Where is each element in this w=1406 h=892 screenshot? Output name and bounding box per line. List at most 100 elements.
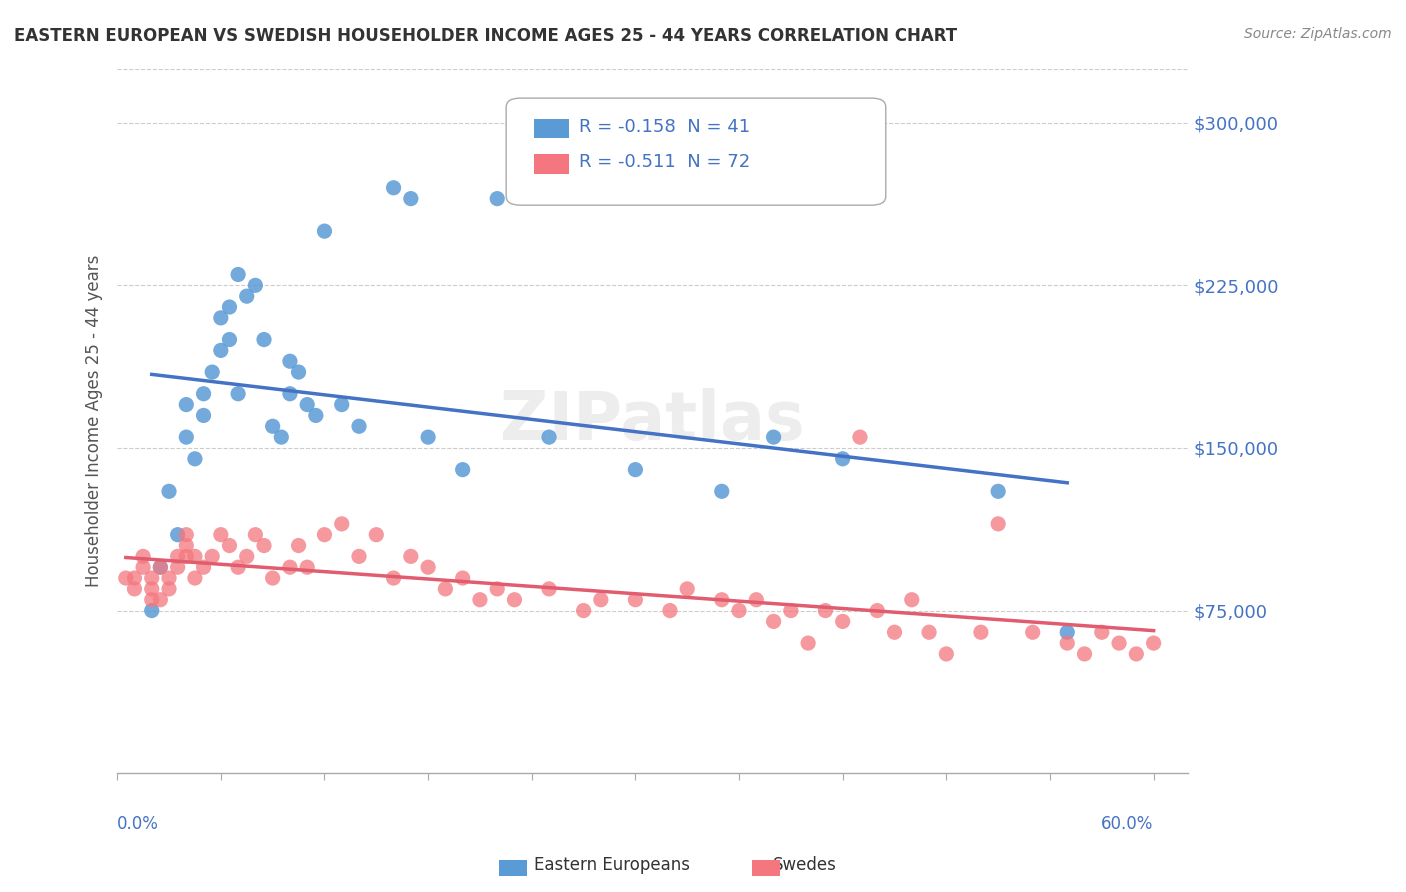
Point: [114, 571, 136, 585]
Point: [745, 592, 768, 607]
Text: Eastern Europeans: Eastern Europeans: [534, 856, 690, 874]
Point: [762, 615, 785, 629]
Point: [184, 571, 207, 585]
Point: [451, 571, 474, 585]
Point: [831, 615, 853, 629]
Point: [295, 398, 318, 412]
Point: [935, 647, 957, 661]
Point: [503, 592, 526, 607]
Point: [434, 582, 457, 596]
Point: [141, 571, 163, 585]
Point: [149, 592, 172, 607]
Point: [295, 560, 318, 574]
Point: [253, 539, 276, 553]
Point: [262, 419, 284, 434]
Point: [382, 181, 405, 195]
Text: ZIPatlas: ZIPatlas: [501, 388, 806, 454]
Point: [710, 484, 733, 499]
Point: [209, 343, 232, 358]
Point: [193, 560, 215, 574]
Point: [762, 430, 785, 444]
Y-axis label: Householder Income Ages 25 - 44 years: Householder Income Ages 25 - 44 years: [86, 255, 103, 587]
Point: [262, 571, 284, 585]
Point: [849, 430, 872, 444]
Point: [1056, 625, 1078, 640]
Point: [676, 582, 699, 596]
Point: [970, 625, 993, 640]
Point: [157, 571, 180, 585]
Point: [1056, 636, 1078, 650]
Point: [883, 625, 905, 640]
Point: [987, 484, 1010, 499]
Point: [900, 592, 922, 607]
Point: [287, 539, 309, 553]
Point: [330, 398, 353, 412]
Point: [314, 527, 336, 541]
Point: [278, 354, 301, 368]
Text: EASTERN EUROPEAN VS SWEDISH HOUSEHOLDER INCOME AGES 25 - 44 YEARS CORRELATION CH: EASTERN EUROPEAN VS SWEDISH HOUSEHOLDER …: [14, 27, 957, 45]
Point: [831, 451, 853, 466]
Point: [174, 398, 197, 412]
Point: [416, 560, 439, 574]
Point: [174, 527, 197, 541]
Point: [209, 527, 232, 541]
Point: [330, 516, 353, 531]
Point: [710, 592, 733, 607]
Point: [132, 549, 155, 564]
Point: [141, 603, 163, 617]
Point: [537, 430, 560, 444]
Point: [278, 560, 301, 574]
Point: [166, 527, 188, 541]
Point: [226, 386, 249, 401]
Point: [141, 582, 163, 596]
Point: [399, 549, 422, 564]
Point: [218, 333, 240, 347]
Point: [253, 333, 276, 347]
Point: [174, 430, 197, 444]
Point: [468, 592, 491, 607]
Point: [245, 527, 267, 541]
Point: [572, 603, 595, 617]
Point: [201, 549, 224, 564]
Point: [141, 592, 163, 607]
Point: [226, 268, 249, 282]
Point: [987, 516, 1010, 531]
Point: [201, 365, 224, 379]
Point: [779, 603, 801, 617]
Point: [537, 582, 560, 596]
Point: [166, 560, 188, 574]
Point: [218, 300, 240, 314]
Point: [728, 603, 751, 617]
Text: R = -0.158  N = 41: R = -0.158 N = 41: [579, 118, 751, 136]
Point: [124, 571, 146, 585]
Point: [382, 571, 405, 585]
Point: [1021, 625, 1043, 640]
Point: [157, 484, 180, 499]
Point: [287, 365, 309, 379]
Text: 60.0%: 60.0%: [1101, 815, 1153, 833]
Point: [209, 310, 232, 325]
Point: [624, 592, 647, 607]
Point: [166, 549, 188, 564]
Point: [235, 549, 257, 564]
Point: [314, 224, 336, 238]
Point: [486, 582, 509, 596]
Point: [174, 549, 197, 564]
Point: [124, 582, 146, 596]
Text: Source: ZipAtlas.com: Source: ZipAtlas.com: [1244, 27, 1392, 41]
Point: [624, 463, 647, 477]
Point: [1091, 625, 1114, 640]
Point: [589, 592, 612, 607]
Point: [416, 430, 439, 444]
Point: [157, 582, 180, 596]
Point: [347, 549, 370, 564]
Point: [347, 419, 370, 434]
Point: [193, 386, 215, 401]
Point: [278, 386, 301, 401]
Text: 0.0%: 0.0%: [117, 815, 159, 833]
Point: [149, 560, 172, 574]
Point: [658, 603, 681, 617]
Point: [1073, 647, 1095, 661]
Point: [184, 451, 207, 466]
Point: [270, 430, 292, 444]
